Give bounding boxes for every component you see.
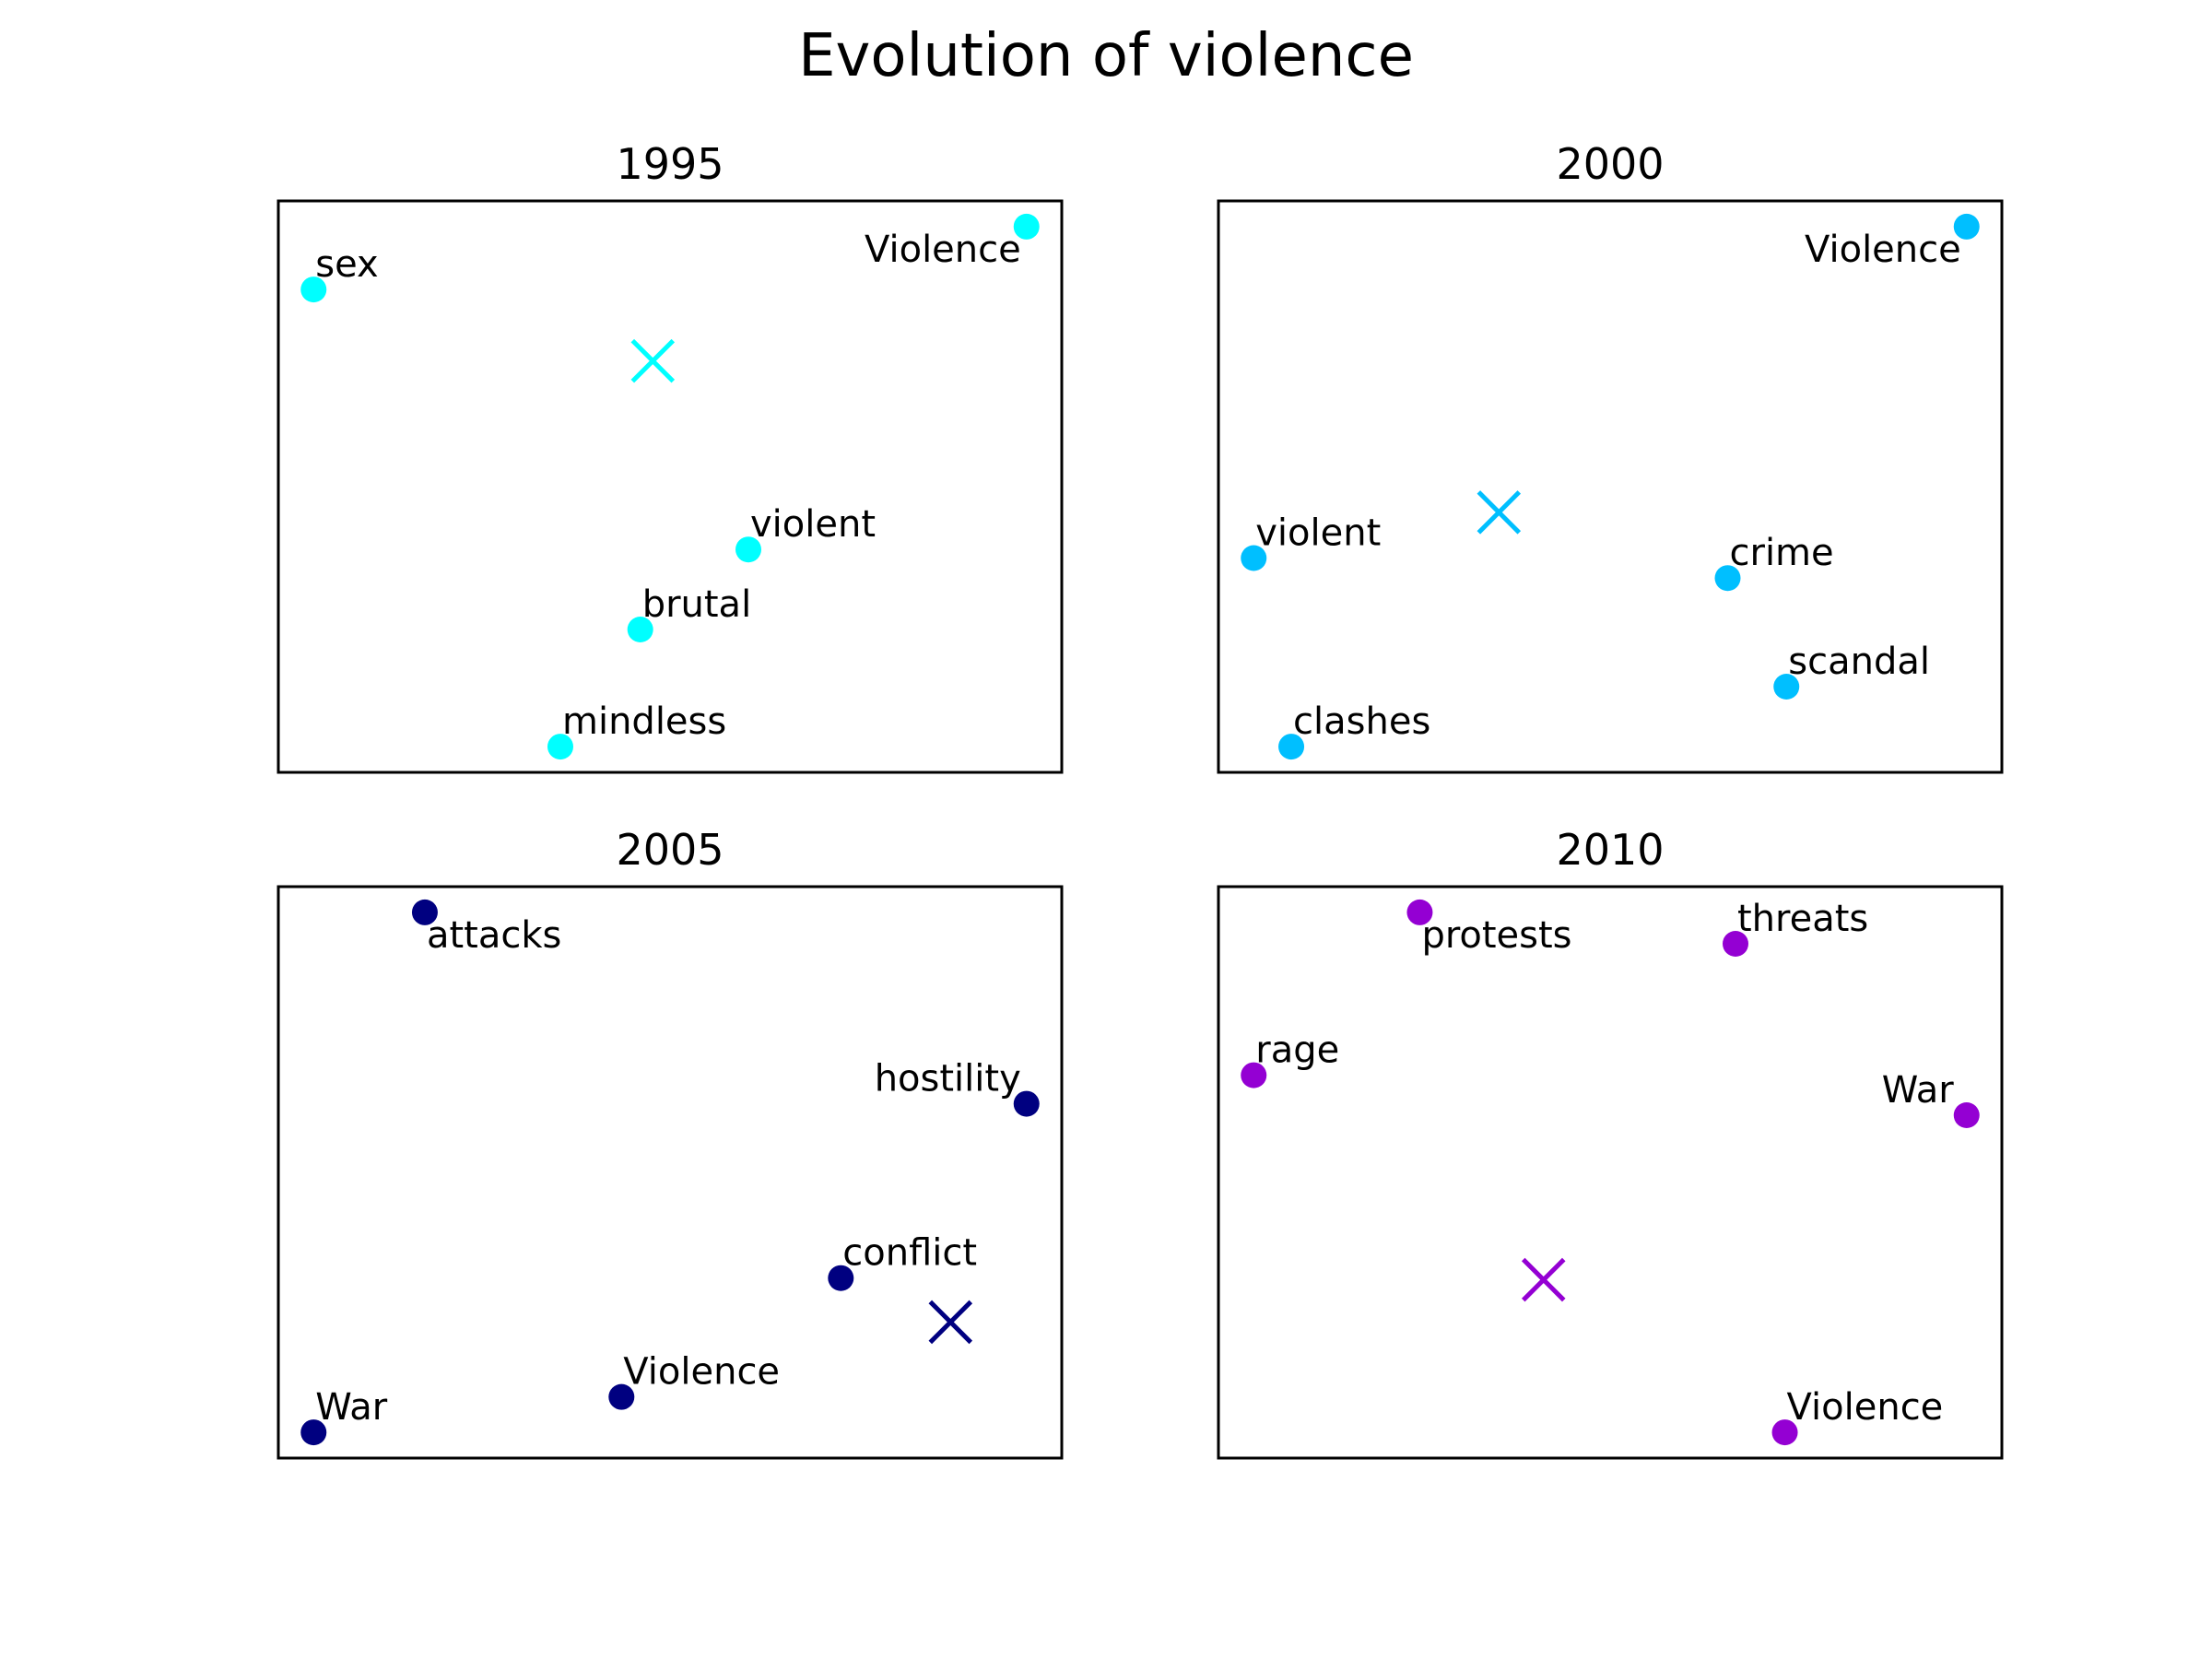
panel-2010: 2010 protests threats rage War Violence: [1217, 825, 2004, 1460]
scatter-point: [1953, 1102, 1980, 1128]
scatter-point: [411, 899, 438, 925]
centroid-marker: [630, 338, 676, 383]
point-label: scandal: [1788, 641, 1930, 683]
point-label: clashes: [1293, 700, 1430, 743]
centroid-marker: [1477, 490, 1522, 535]
panels: 1995 sex Violence violent brutal mindless 2000…: [276, 139, 2004, 1460]
point-label: Violence: [865, 229, 1021, 271]
scatter-point: [1771, 1419, 1798, 1446]
scatter-point: [1953, 213, 1980, 240]
scatter-point: [627, 617, 653, 642]
scatter-point: [300, 276, 327, 303]
point-label: rage: [1255, 1030, 1339, 1072]
scatter-point: [1241, 1062, 1267, 1088]
scatter-point: [1723, 931, 1748, 957]
scatter-point: [1406, 899, 1433, 925]
point-label: Violence: [1805, 229, 1961, 271]
centroid-marker: [928, 1300, 973, 1345]
scatter-point: [1241, 545, 1267, 571]
point-label: conflict: [842, 1232, 977, 1275]
scatter-point: [547, 734, 573, 760]
panel-1995: 1995 sex Violence violent brutal mindless: [276, 139, 1064, 774]
scatter-point: [735, 536, 761, 563]
point-label: brutal: [642, 583, 752, 626]
scatter-point: [1013, 1090, 1040, 1117]
panel-frame: [276, 885, 1064, 1460]
point-label: sex: [315, 243, 378, 286]
panel-frame: [276, 199, 1064, 774]
panel-frame: [1217, 199, 2004, 774]
scatter-point: [300, 1419, 327, 1446]
scatter-point: [1714, 565, 1741, 592]
scatter-point: [1013, 213, 1040, 240]
point-label: violent: [750, 503, 876, 546]
panel-title: 2005: [616, 825, 724, 875]
point-label: attacks: [427, 914, 561, 957]
point-label: protests: [1421, 914, 1571, 957]
point-label: hostility: [875, 1058, 1021, 1100]
scatter-point: [1773, 674, 1800, 700]
scatter-point: [1278, 734, 1305, 760]
point-label: violent: [1255, 512, 1381, 555]
point-label: crime: [1730, 532, 1834, 574]
figure-title: Evolution of violence: [798, 22, 1414, 90]
panel-title: 2010: [1556, 825, 1664, 875]
panel-title: 1995: [616, 139, 724, 189]
point-label: Violence: [623, 1351, 780, 1394]
point-label: Violence: [1787, 1386, 1944, 1429]
point-label: War: [315, 1386, 388, 1429]
panel-2005: 2005 attacks hostility conflict Violence War: [276, 825, 1064, 1460]
scatter-point: [608, 1383, 635, 1410]
panel-2000: 2000 Violence violent crime scandal clashes: [1217, 139, 2004, 774]
panel-frame: [1217, 885, 2004, 1460]
point-label: War: [1882, 1069, 1955, 1112]
panel-title: 2000: [1556, 139, 1664, 189]
point-label: mindless: [562, 700, 726, 743]
point-label: threats: [1737, 898, 1868, 940]
centroid-marker: [1521, 1257, 1566, 1302]
scatter-point: [828, 1265, 854, 1291]
